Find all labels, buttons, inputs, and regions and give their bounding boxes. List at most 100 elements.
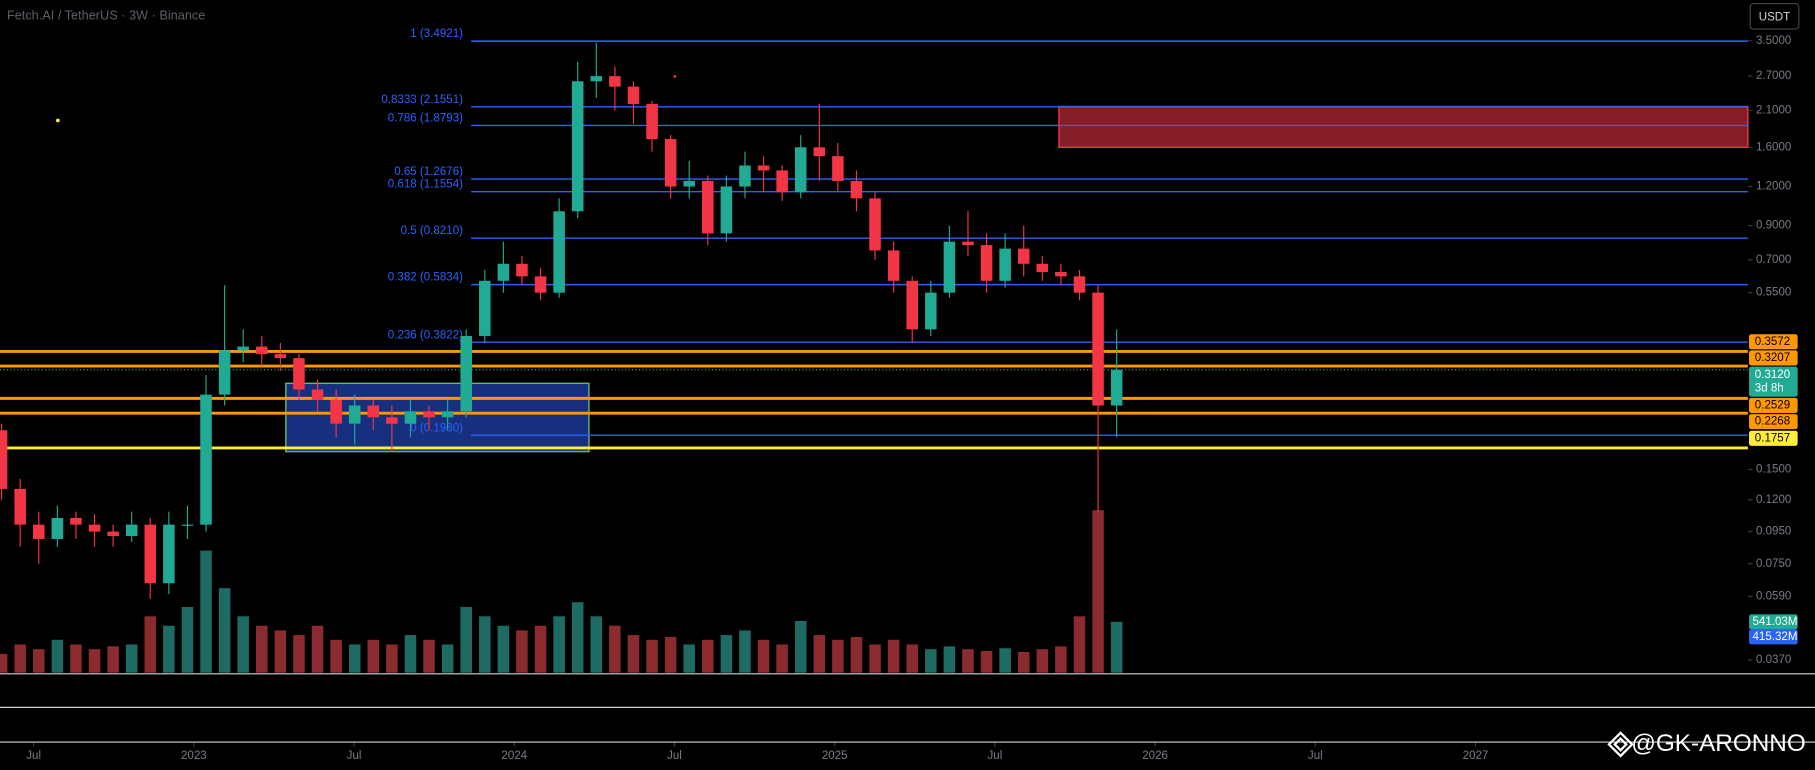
- volume-bar: [256, 625, 268, 673]
- price-label-bg: [1749, 430, 1798, 446]
- candle-body: [460, 335, 472, 412]
- y-tick-label: 1.2000: [1756, 181, 1791, 193]
- candle-body: [274, 354, 287, 359]
- candle-body: [441, 411, 454, 418]
- x-tick-label: Jul: [667, 750, 682, 762]
- candle-body: [850, 180, 863, 199]
- candle-body: [739, 165, 751, 187]
- x-tick-label: 2025: [822, 750, 848, 762]
- volume-label: 541.03M: [1752, 616, 1797, 628]
- volume-bar: [0, 653, 8, 673]
- candle-body: [534, 276, 547, 293]
- y-tick-label: 0.5500: [1756, 287, 1791, 299]
- candle-body: [869, 198, 881, 251]
- candle-body: [14, 488, 26, 525]
- volume-bar: [757, 639, 770, 673]
- volume-bar: [906, 644, 918, 673]
- candle-body: [348, 405, 361, 424]
- volume-bar: [330, 639, 342, 673]
- volume-bar: [925, 649, 937, 673]
- volume-bar: [88, 649, 101, 673]
- volume-bar: [794, 621, 807, 673]
- volume-bar: [702, 639, 714, 673]
- candle-body: [1110, 369, 1123, 406]
- volume-bar: [163, 625, 175, 673]
- candle-body: [386, 417, 398, 424]
- volume-bar: [237, 616, 249, 673]
- candle-body: [887, 250, 900, 281]
- price-label: 0.2268: [1755, 416, 1790, 428]
- x-tick-label: 2027: [1463, 750, 1489, 762]
- fib-label: 0.786 (1.8793): [388, 113, 463, 125]
- candle-body: [832, 156, 844, 181]
- fib-label: 0.65 (1.2676): [394, 166, 463, 178]
- volume-bar: [497, 625, 510, 673]
- currency-button[interactable]: [1749, 3, 1800, 30]
- volume-bar: [664, 636, 677, 673]
- volume-bar: [646, 639, 658, 673]
- candle-body: [516, 263, 528, 277]
- x-tick-label: 2024: [501, 750, 527, 762]
- volume-bar: [887, 639, 900, 673]
- candle-body: [757, 165, 770, 171]
- volume-bar: [144, 616, 157, 673]
- fib-label: 1 (3.4921): [410, 28, 463, 40]
- volume-bar: [386, 644, 398, 673]
- price-label: 0.1757: [1755, 432, 1790, 444]
- marker-dot: [673, 75, 677, 78]
- candle-body: [813, 147, 826, 157]
- candle-body: [1092, 292, 1104, 406]
- volume-bar: [423, 639, 435, 673]
- volume-bar: [404, 635, 417, 673]
- volume-bar: [813, 635, 826, 673]
- candle-body: [1036, 263, 1049, 273]
- x-tick-label: 2023: [181, 750, 207, 762]
- candle-body: [683, 180, 695, 187]
- volume-bar: [200, 550, 212, 673]
- candle-body: [293, 358, 305, 390]
- candle-body: [423, 411, 435, 418]
- candle-body: [404, 411, 417, 424]
- price-label-bg: [1749, 350, 1798, 366]
- candle-body: [107, 531, 119, 536]
- candle-body: [88, 524, 101, 532]
- volume-bar: [739, 630, 751, 673]
- currency-label[interactable]: USDT: [1759, 12, 1790, 24]
- price-label-bg: [1749, 366, 1798, 397]
- x-tick-label: Jul: [347, 750, 362, 762]
- x-tick-label: Jul: [987, 750, 1002, 762]
- price-label-bg: [1749, 414, 1798, 430]
- fib-label: 0.236 (0.3822): [388, 329, 463, 341]
- price-label: 0.3207: [1755, 352, 1790, 364]
- y-tick-label: 0.1500: [1756, 464, 1791, 476]
- volume-bar: [441, 644, 454, 673]
- volume-bar: [1055, 646, 1067, 673]
- candle-body: [218, 350, 231, 395]
- candle-body: [1055, 272, 1067, 277]
- candle-body: [571, 81, 584, 212]
- price-label-bg: [1749, 334, 1798, 350]
- x-tick-label: Jul: [26, 750, 41, 762]
- candle-body: [609, 76, 621, 87]
- candle-body: [1073, 276, 1086, 293]
- candle-body: [0, 430, 8, 489]
- y-tick-label: 3.5000: [1756, 35, 1791, 47]
- volume-bar: [516, 630, 528, 673]
- countdown: 3d 8h: [1755, 383, 1784, 395]
- volume-bar: [460, 606, 472, 673]
- volume-bar: [571, 602, 584, 673]
- candle-body: [906, 280, 918, 330]
- volume-bar: [962, 649, 974, 673]
- y-tick-label: 0.9000: [1756, 220, 1791, 232]
- fib-label: 0.618 (1.1554): [388, 179, 463, 191]
- volume-bar: [33, 649, 45, 673]
- volume-label: 415.32M: [1752, 631, 1797, 643]
- marker-dot: [56, 118, 60, 123]
- price-label-bg: [1749, 397, 1798, 413]
- volume-bar: [553, 616, 565, 673]
- x-tick-label: 2026: [1142, 750, 1168, 762]
- volume-bar: [590, 616, 603, 673]
- candle-body: [163, 524, 175, 584]
- y-tick-label: 2.7000: [1756, 70, 1791, 82]
